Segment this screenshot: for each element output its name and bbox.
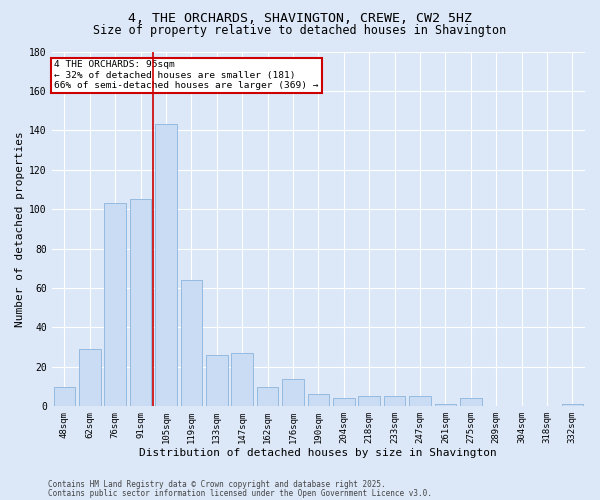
Bar [282, 378, 304, 406]
Text: Contains public sector information licensed under the Open Government Licence v3: Contains public sector information licen… [48, 488, 432, 498]
Bar [358, 396, 380, 406]
Bar [181, 280, 202, 406]
Bar [257, 386, 278, 406]
Bar [460, 398, 482, 406]
X-axis label: Distribution of detached houses by size in Shavington: Distribution of detached houses by size … [139, 448, 497, 458]
Bar [155, 124, 177, 406]
Bar [384, 396, 406, 406]
Bar [130, 200, 151, 406]
Bar [562, 404, 583, 406]
Bar [333, 398, 355, 406]
Text: 4, THE ORCHARDS, SHAVINGTON, CREWE, CW2 5HZ: 4, THE ORCHARDS, SHAVINGTON, CREWE, CW2 … [128, 12, 472, 26]
Bar [79, 349, 101, 406]
Bar [53, 386, 75, 406]
Text: 4 THE ORCHARDS: 95sqm
← 32% of detached houses are smaller (181)
66% of semi-det: 4 THE ORCHARDS: 95sqm ← 32% of detached … [55, 60, 319, 90]
Bar [308, 394, 329, 406]
Bar [434, 404, 456, 406]
Bar [104, 203, 126, 406]
Bar [232, 353, 253, 406]
Text: Contains HM Land Registry data © Crown copyright and database right 2025.: Contains HM Land Registry data © Crown c… [48, 480, 386, 489]
Y-axis label: Number of detached properties: Number of detached properties [15, 131, 25, 326]
Bar [206, 355, 227, 406]
Text: Size of property relative to detached houses in Shavington: Size of property relative to detached ho… [94, 24, 506, 37]
Bar [409, 396, 431, 406]
